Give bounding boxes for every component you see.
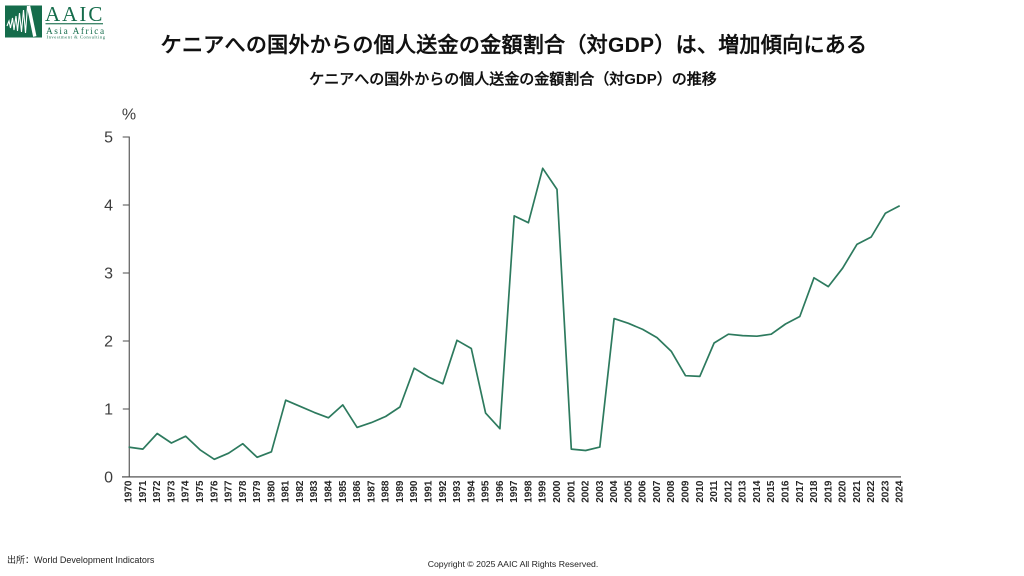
- svg-text:2015: 2015: [766, 480, 777, 503]
- svg-text:2007: 2007: [652, 480, 663, 503]
- svg-text:2018: 2018: [809, 480, 820, 503]
- svg-text:2002: 2002: [581, 480, 592, 503]
- svg-text:2010: 2010: [695, 480, 706, 503]
- svg-text:1987: 1987: [366, 480, 377, 503]
- svg-text:2019: 2019: [823, 480, 834, 503]
- svg-text:2005: 2005: [623, 480, 634, 503]
- svg-text:2022: 2022: [866, 480, 877, 503]
- svg-text:1997: 1997: [509, 480, 520, 503]
- svg-text:1993: 1993: [452, 480, 463, 503]
- svg-text:2003: 2003: [595, 480, 606, 503]
- svg-text:1990: 1990: [409, 480, 420, 503]
- svg-text:1999: 1999: [538, 480, 549, 503]
- svg-text:1986: 1986: [352, 480, 363, 503]
- svg-text:1998: 1998: [523, 480, 534, 503]
- svg-text:1979: 1979: [252, 480, 263, 503]
- svg-text:Asia Africa: Asia Africa: [46, 26, 106, 37]
- svg-text:1985: 1985: [338, 480, 349, 503]
- svg-text:2: 2: [104, 334, 113, 351]
- svg-text:1972: 1972: [152, 480, 163, 503]
- svg-text:2016: 2016: [781, 480, 792, 503]
- svg-text:2000: 2000: [552, 480, 563, 503]
- svg-text:1988: 1988: [381, 480, 392, 503]
- svg-text:2012: 2012: [723, 480, 734, 503]
- svg-text:1977: 1977: [224, 480, 235, 503]
- svg-text:2024: 2024: [895, 480, 906, 503]
- svg-text:2009: 2009: [681, 480, 692, 503]
- svg-text:1992: 1992: [438, 480, 449, 503]
- svg-text:2004: 2004: [609, 480, 620, 503]
- svg-text:2020: 2020: [838, 480, 849, 503]
- svg-text:5: 5: [104, 130, 113, 147]
- svg-text:1: 1: [104, 402, 113, 419]
- svg-text:2001: 2001: [566, 480, 577, 503]
- svg-text:1970: 1970: [124, 480, 135, 503]
- svg-text:1981: 1981: [281, 480, 292, 503]
- svg-text:1982: 1982: [295, 480, 306, 503]
- svg-text:Investment & Consulting: Investment & Consulting: [47, 35, 106, 40]
- svg-text:1983: 1983: [309, 480, 320, 503]
- svg-text:2006: 2006: [638, 480, 649, 503]
- svg-text:1996: 1996: [495, 480, 506, 503]
- svg-text:1995: 1995: [481, 480, 492, 503]
- svg-text:2021: 2021: [852, 480, 863, 503]
- svg-text:3: 3: [104, 266, 113, 283]
- svg-text:1978: 1978: [238, 480, 249, 503]
- svg-text:%: %: [122, 107, 136, 124]
- svg-text:2017: 2017: [795, 480, 806, 503]
- svg-text:1994: 1994: [466, 480, 477, 503]
- svg-text:2013: 2013: [738, 480, 749, 503]
- svg-text:1973: 1973: [166, 480, 177, 503]
- svg-text:1984: 1984: [324, 480, 335, 503]
- svg-text:1971: 1971: [138, 480, 149, 503]
- svg-text:1975: 1975: [195, 480, 206, 503]
- svg-text:1980: 1980: [266, 480, 277, 503]
- svg-text:2008: 2008: [666, 480, 677, 503]
- svg-text:0: 0: [104, 470, 113, 487]
- svg-text:1974: 1974: [181, 480, 192, 503]
- svg-text:1991: 1991: [424, 480, 435, 503]
- svg-text:2011: 2011: [709, 480, 720, 502]
- svg-text:4: 4: [104, 198, 113, 215]
- svg-text:1989: 1989: [395, 480, 406, 503]
- svg-text:1976: 1976: [209, 480, 220, 503]
- svg-text:2023: 2023: [880, 480, 891, 503]
- svg-text:AAIC: AAIC: [45, 2, 104, 26]
- svg-text:2014: 2014: [752, 480, 763, 503]
